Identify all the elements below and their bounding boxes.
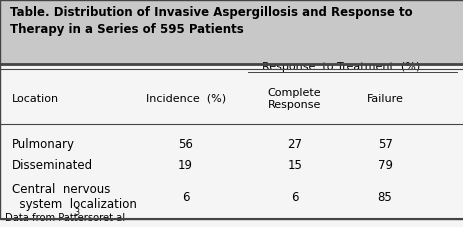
Text: 56: 56: [178, 138, 193, 151]
Text: Pulmonary: Pulmonary: [12, 138, 75, 151]
Text: Complete
Response: Complete Response: [267, 88, 321, 110]
Text: 6: 6: [290, 191, 298, 204]
Text: 79: 79: [377, 159, 392, 172]
Text: 85: 85: [377, 191, 392, 204]
Text: Incidence  (%): Incidence (%): [145, 94, 225, 104]
Text: 19: 19: [178, 159, 193, 172]
Text: Table. Distribution of Invasive Aspergillosis and Response to
Therapy in a Serie: Table. Distribution of Invasive Aspergil…: [10, 6, 412, 36]
Bar: [0, 0, 463, 64]
Text: 3: 3: [75, 208, 80, 217]
Text: Failure: Failure: [366, 94, 403, 104]
Text: Location: Location: [12, 94, 59, 104]
Text: 27: 27: [287, 138, 301, 151]
Text: 15: 15: [287, 159, 301, 172]
Text: 6: 6: [181, 191, 189, 204]
Text: Central  nervous
  system  localization: Central nervous system localization: [12, 183, 136, 212]
Text: Data from Pattersoret al: Data from Pattersoret al: [5, 213, 125, 223]
Text: Disseminated: Disseminated: [12, 159, 93, 172]
Text: 57: 57: [377, 138, 392, 151]
Text: Response  to Treatment  (%): Response to Treatment (%): [261, 62, 419, 72]
